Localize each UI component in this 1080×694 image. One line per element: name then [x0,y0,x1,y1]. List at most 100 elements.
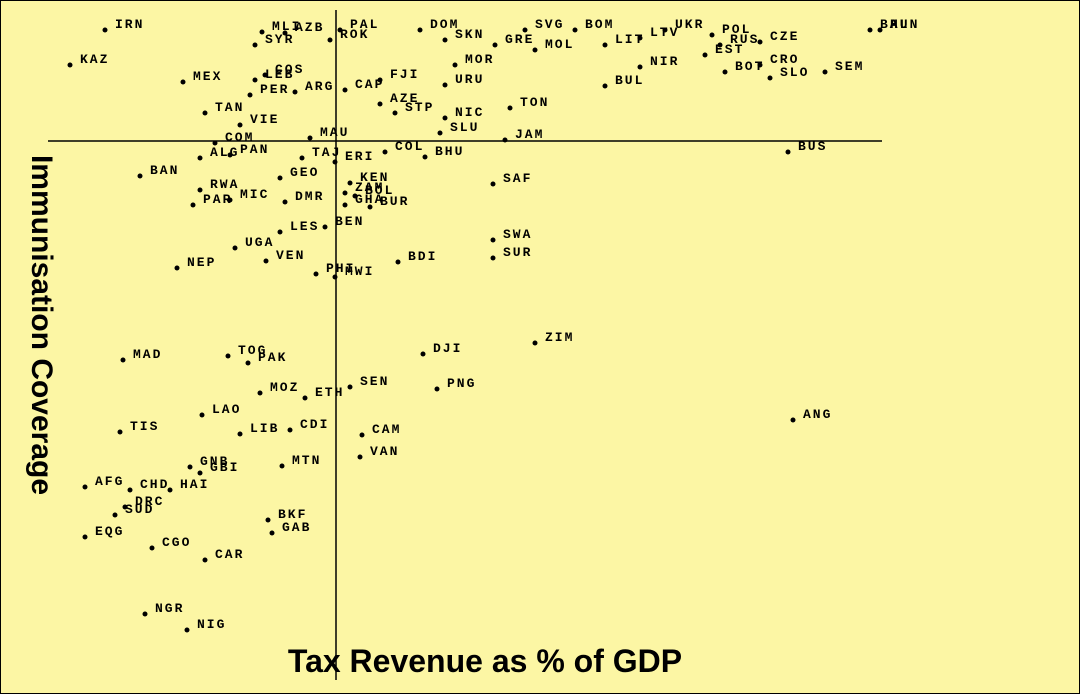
point-label: POL [722,22,751,37]
point [287,427,293,433]
point-label: ERI [345,149,374,164]
point-label: SYR [265,32,294,47]
point-label: BAL [880,17,909,32]
point-label: SLU [450,120,479,135]
point [377,77,383,83]
point-label: PHI [326,261,355,276]
point-label: PAN [240,142,269,157]
point-label: DMR [295,189,324,204]
point [237,431,243,437]
point [167,487,173,493]
point-label: EQG [95,524,124,539]
point-label: ARG [305,79,334,94]
point [877,27,883,33]
point-label: DOM [430,17,459,32]
point [263,258,269,264]
point [822,69,828,75]
point [347,180,353,186]
point [187,464,193,470]
point [225,353,231,359]
point [522,27,528,33]
point [867,27,873,33]
point [357,454,363,460]
point [532,47,538,53]
point [442,82,448,88]
point-label: NIR [650,54,679,69]
point-label: GRE [505,32,534,47]
point [197,187,203,193]
point [174,265,180,271]
point [252,42,258,48]
point-label: ZAM [355,180,384,195]
point [709,32,715,38]
point-label: NGR [155,601,184,616]
point [367,204,373,210]
point [117,429,123,435]
point-label: SEN [360,374,389,389]
point [67,62,73,68]
point [232,245,238,251]
point-label: BUL [615,73,644,88]
point-label: CRO [770,52,799,67]
point-label: DJI [433,341,462,356]
point [197,155,203,161]
point-label: NIG [197,617,226,632]
point-label: BOT [735,59,764,74]
point-label: MAU [320,125,349,140]
point-label: GNB [200,454,229,469]
point [269,530,275,536]
point-label: TON [520,95,549,110]
point [184,627,190,633]
point [395,259,401,265]
y-axis-label: Immunisation Coverage [25,155,58,495]
point-label: LIB [250,421,279,436]
point-label: LIT [615,32,644,47]
point [442,115,448,121]
point-label: MLI [272,19,301,34]
point-label: AFG [95,474,124,489]
point [277,229,283,235]
point-label: SWA [503,227,532,242]
point-label: SLO [780,65,809,80]
point [490,181,496,187]
point-label: LAO [212,402,241,417]
point [227,197,233,203]
point [347,384,353,390]
point [722,69,728,75]
point [327,37,333,43]
point [292,89,298,95]
point-label: BUS [798,139,827,154]
point-label: ROK [340,27,369,42]
point [377,101,383,107]
point-label: CDI [300,417,329,432]
point [245,360,251,366]
point-label: TAN [215,100,244,115]
point [717,42,723,48]
point-label: BOL [365,183,394,198]
point-label: MOZ [270,380,299,395]
point [212,140,218,146]
point [127,487,133,493]
x-axis-label: Tax Revenue as % of GDP [288,643,682,679]
point-label: PER [260,82,289,97]
point-label: BKF [278,507,307,522]
point [637,64,643,70]
point [262,72,268,78]
point [180,79,186,85]
point-label: PNG [447,376,476,391]
point [637,35,643,41]
point-label: MIC [240,187,269,202]
point [452,62,458,68]
point [437,130,443,136]
point-label: PAK [258,350,287,365]
point [202,110,208,116]
point-label: VAN [370,444,399,459]
point [757,39,763,45]
point [279,463,285,469]
point [492,42,498,48]
point-label: VEN [276,248,305,263]
point-label: COL [395,139,424,154]
point-label: TAJ [312,145,341,160]
point [282,199,288,205]
